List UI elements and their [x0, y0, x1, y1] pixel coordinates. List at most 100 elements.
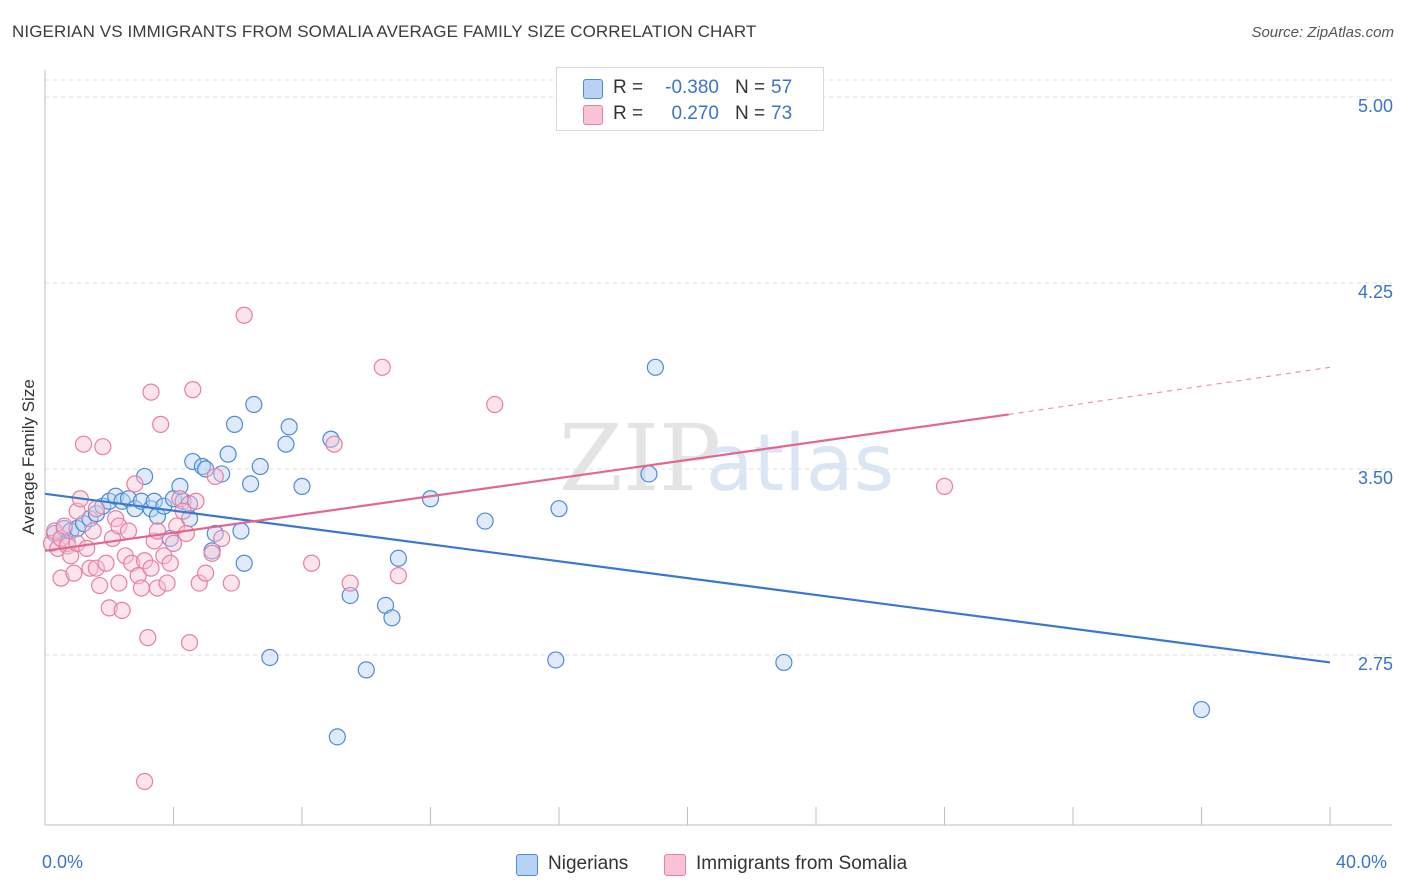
somalia-point — [161, 554, 179, 572]
nigerians-point — [219, 445, 237, 463]
legend-r-value: -0.380 — [665, 77, 719, 98]
nigerians-point — [640, 465, 658, 483]
somalia-point — [87, 500, 106, 518]
y-tick-label: 3.50 — [1358, 468, 1393, 488]
somalia-point — [187, 492, 205, 510]
somalia-point — [158, 574, 176, 592]
somalia-point — [177, 524, 195, 543]
nigerians-point — [225, 415, 244, 433]
somalia-point — [164, 534, 183, 553]
legend-n-label: N = — [735, 77, 766, 98]
legend-r-label: R = — [613, 103, 644, 124]
somalia-point — [235, 306, 253, 324]
nigerians-point — [235, 554, 253, 572]
somalia-point — [373, 358, 391, 376]
legend-r-label: R = — [613, 77, 644, 98]
nigerians-point — [277, 435, 295, 453]
somalia-point — [135, 772, 154, 791]
y-axis-title: Average Family Size — [19, 379, 38, 535]
somalia-point — [81, 559, 99, 577]
somalia-point — [132, 579, 150, 597]
legend-label-somalia: Immigrants from Somalia — [696, 853, 908, 874]
nigerians-point — [646, 358, 664, 376]
nigerians-point — [280, 418, 298, 436]
nigerians-point — [251, 457, 269, 476]
nigerians-point — [322, 430, 340, 448]
nigerians-point — [193, 457, 212, 476]
nigerians-point — [1192, 700, 1211, 719]
somalia-point — [113, 601, 131, 619]
nigerians-point — [242, 475, 260, 493]
legend-row-somalia: R = 0.270 N = 73 — [557, 101, 823, 127]
legend-r-value: 0.270 — [671, 103, 719, 124]
nigerians-point — [341, 586, 359, 605]
nigerians-point — [293, 477, 311, 495]
somalia-point — [222, 574, 240, 592]
somalia-point — [152, 415, 170, 433]
watermark: ZIP atlas — [559, 405, 894, 512]
somalia-point — [91, 576, 109, 595]
legend-n-value: 57 — [771, 77, 793, 98]
nigerians-point — [357, 661, 375, 679]
stats-legend: R = -0.380 N = 57 R = 0.270 N = 73 — [556, 67, 824, 131]
somalia-point — [97, 554, 115, 572]
somalia-point — [52, 569, 70, 587]
somalia-point — [100, 599, 118, 617]
somalia-point — [486, 395, 504, 414]
somalia-point — [55, 517, 73, 535]
nigerians-point — [389, 549, 407, 567]
y-tick-label: 4.25 — [1358, 282, 1393, 302]
axes — [44, 70, 1392, 826]
somalia-trend-extension — [1008, 366, 1331, 416]
nigerians-point — [328, 728, 346, 746]
nigerians-point — [261, 648, 279, 667]
x-axis-min-label: 0.0% — [42, 852, 84, 872]
x-axis-max-label: 40.0% — [1336, 852, 1388, 872]
nigerians-point — [421, 490, 440, 508]
somalia-point — [341, 574, 359, 592]
y-tick-label: 2.75 — [1358, 654, 1393, 674]
somalia-point — [110, 517, 128, 535]
somalia-point — [197, 564, 215, 582]
somalia-point — [87, 559, 106, 577]
nigerians-point — [476, 512, 494, 530]
nigerians-point — [547, 651, 565, 669]
chart-title: NIGERIAN VS IMMIGRANTS FROM SOMALIA AVER… — [12, 22, 757, 41]
nigerians-point — [383, 609, 401, 627]
nigerians-point — [775, 653, 793, 672]
somalia-point — [74, 435, 93, 453]
somalia-point — [142, 559, 160, 577]
trend-lines — [44, 366, 1331, 664]
somalia-point — [303, 554, 321, 572]
legend-n-label: N = — [735, 103, 766, 124]
nigerians-point — [119, 490, 138, 508]
source-label: Source: ZipAtlas.com — [1251, 24, 1394, 41]
legend-swatch-blue — [583, 79, 603, 99]
bottom-legend: Nigerians Immigrants from Somalia — [0, 852, 1406, 878]
somalia-point — [190, 574, 208, 592]
somalia-point — [94, 438, 112, 456]
somalia-point — [65, 564, 83, 582]
somalia-point — [126, 475, 144, 493]
somalia-trend-line — [44, 413, 1009, 552]
somalia-point — [119, 522, 138, 540]
somalia-point — [84, 522, 102, 540]
legend-swatch-pink — [583, 105, 603, 125]
somalia-point — [389, 567, 407, 585]
legend-row-nigerians: R = -0.380 N = 57 — [557, 75, 823, 101]
somalia-point — [110, 574, 128, 592]
watermark-atlas: atlas — [706, 419, 895, 509]
nigerians-trend-line — [44, 492, 1331, 664]
grid-lines: 2.75 3.50 4.25 5.00 — [45, 79, 1393, 674]
nigerians-point — [550, 500, 568, 518]
nigerians-point — [184, 452, 202, 471]
somalia-point — [78, 539, 96, 557]
legend-label-nigerians: Nigerians — [548, 853, 629, 874]
legend-n-value: 73 — [771, 103, 793, 124]
somalia-point — [213, 529, 231, 548]
somalia-point — [184, 381, 202, 399]
somalia-point — [139, 629, 157, 647]
series-somalia — [42, 306, 954, 791]
somalia-point — [325, 435, 343, 453]
